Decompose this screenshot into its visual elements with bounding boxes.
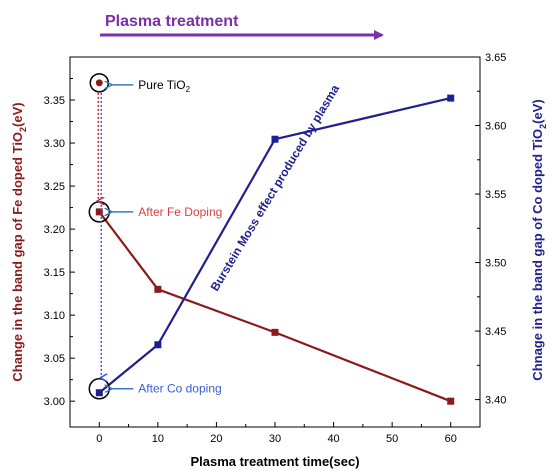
y-left-tick-label: 3.35 — [44, 95, 65, 107]
y-right-tick-label: 3.60 — [485, 121, 506, 133]
x-axis-label: Plasma treatment time(sec) — [190, 454, 359, 469]
burstein-moss-label: Burstein Moss effect produced by plasma — [208, 82, 343, 294]
after-fe-doping-label: After Fe Doping — [138, 205, 222, 219]
series-co-point — [95, 389, 103, 397]
y-axis-right-label: Chnage in the band gap of Co doped TiO2(… — [530, 99, 548, 380]
plasma-treatment-label: Plasma treatment — [105, 13, 239, 30]
series-fe-line — [98, 211, 452, 403]
series-fe-point — [447, 397, 455, 405]
series-co-point — [271, 135, 279, 143]
series-fe-point — [271, 328, 279, 336]
plot-frame — [69, 56, 481, 428]
x-tick-label: 10 — [152, 433, 164, 445]
x-tick-label: 40 — [327, 433, 339, 445]
after-co-doping-label: After Co doping — [138, 382, 221, 396]
y-left-tick-label: 3.25 — [44, 181, 65, 193]
x-tick-label: 20 — [210, 433, 222, 445]
y-right-tick-label: 3.50 — [485, 258, 506, 270]
y-axis-left-label: Change in the band gap of Fe doped TiO2(… — [10, 102, 28, 381]
x-tick-label: 50 — [386, 433, 398, 445]
series-co-line — [98, 97, 451, 394]
y-left-tick-label: 3.30 — [44, 138, 65, 150]
x-tick-label: 30 — [269, 433, 281, 445]
y-right-tick-label: 3.40 — [485, 395, 506, 407]
y-right-tick-label: 3.55 — [485, 189, 506, 201]
y-left-tick-label: 3.05 — [44, 353, 65, 365]
series-co-point — [154, 341, 162, 349]
x-tick-label: 0 — [96, 433, 102, 445]
y-left-tick-label: 3.15 — [44, 267, 65, 279]
series-co-point — [447, 94, 455, 102]
y-left-tick-label: 3.00 — [44, 396, 65, 408]
series-fe-point — [95, 208, 103, 216]
x-tick-label: 60 — [445, 433, 457, 445]
pure-tio2-point — [95, 79, 103, 87]
series-fe-point — [154, 285, 162, 293]
y-left-tick-label: 3.20 — [44, 224, 65, 236]
y-right-tick-label: 3.65 — [485, 52, 506, 64]
y-right-tick-label: 3.45 — [485, 326, 506, 338]
y-left-tick-label: 3.10 — [44, 310, 65, 322]
pure-tio2-label: Pure TiO2 — [138, 78, 190, 94]
